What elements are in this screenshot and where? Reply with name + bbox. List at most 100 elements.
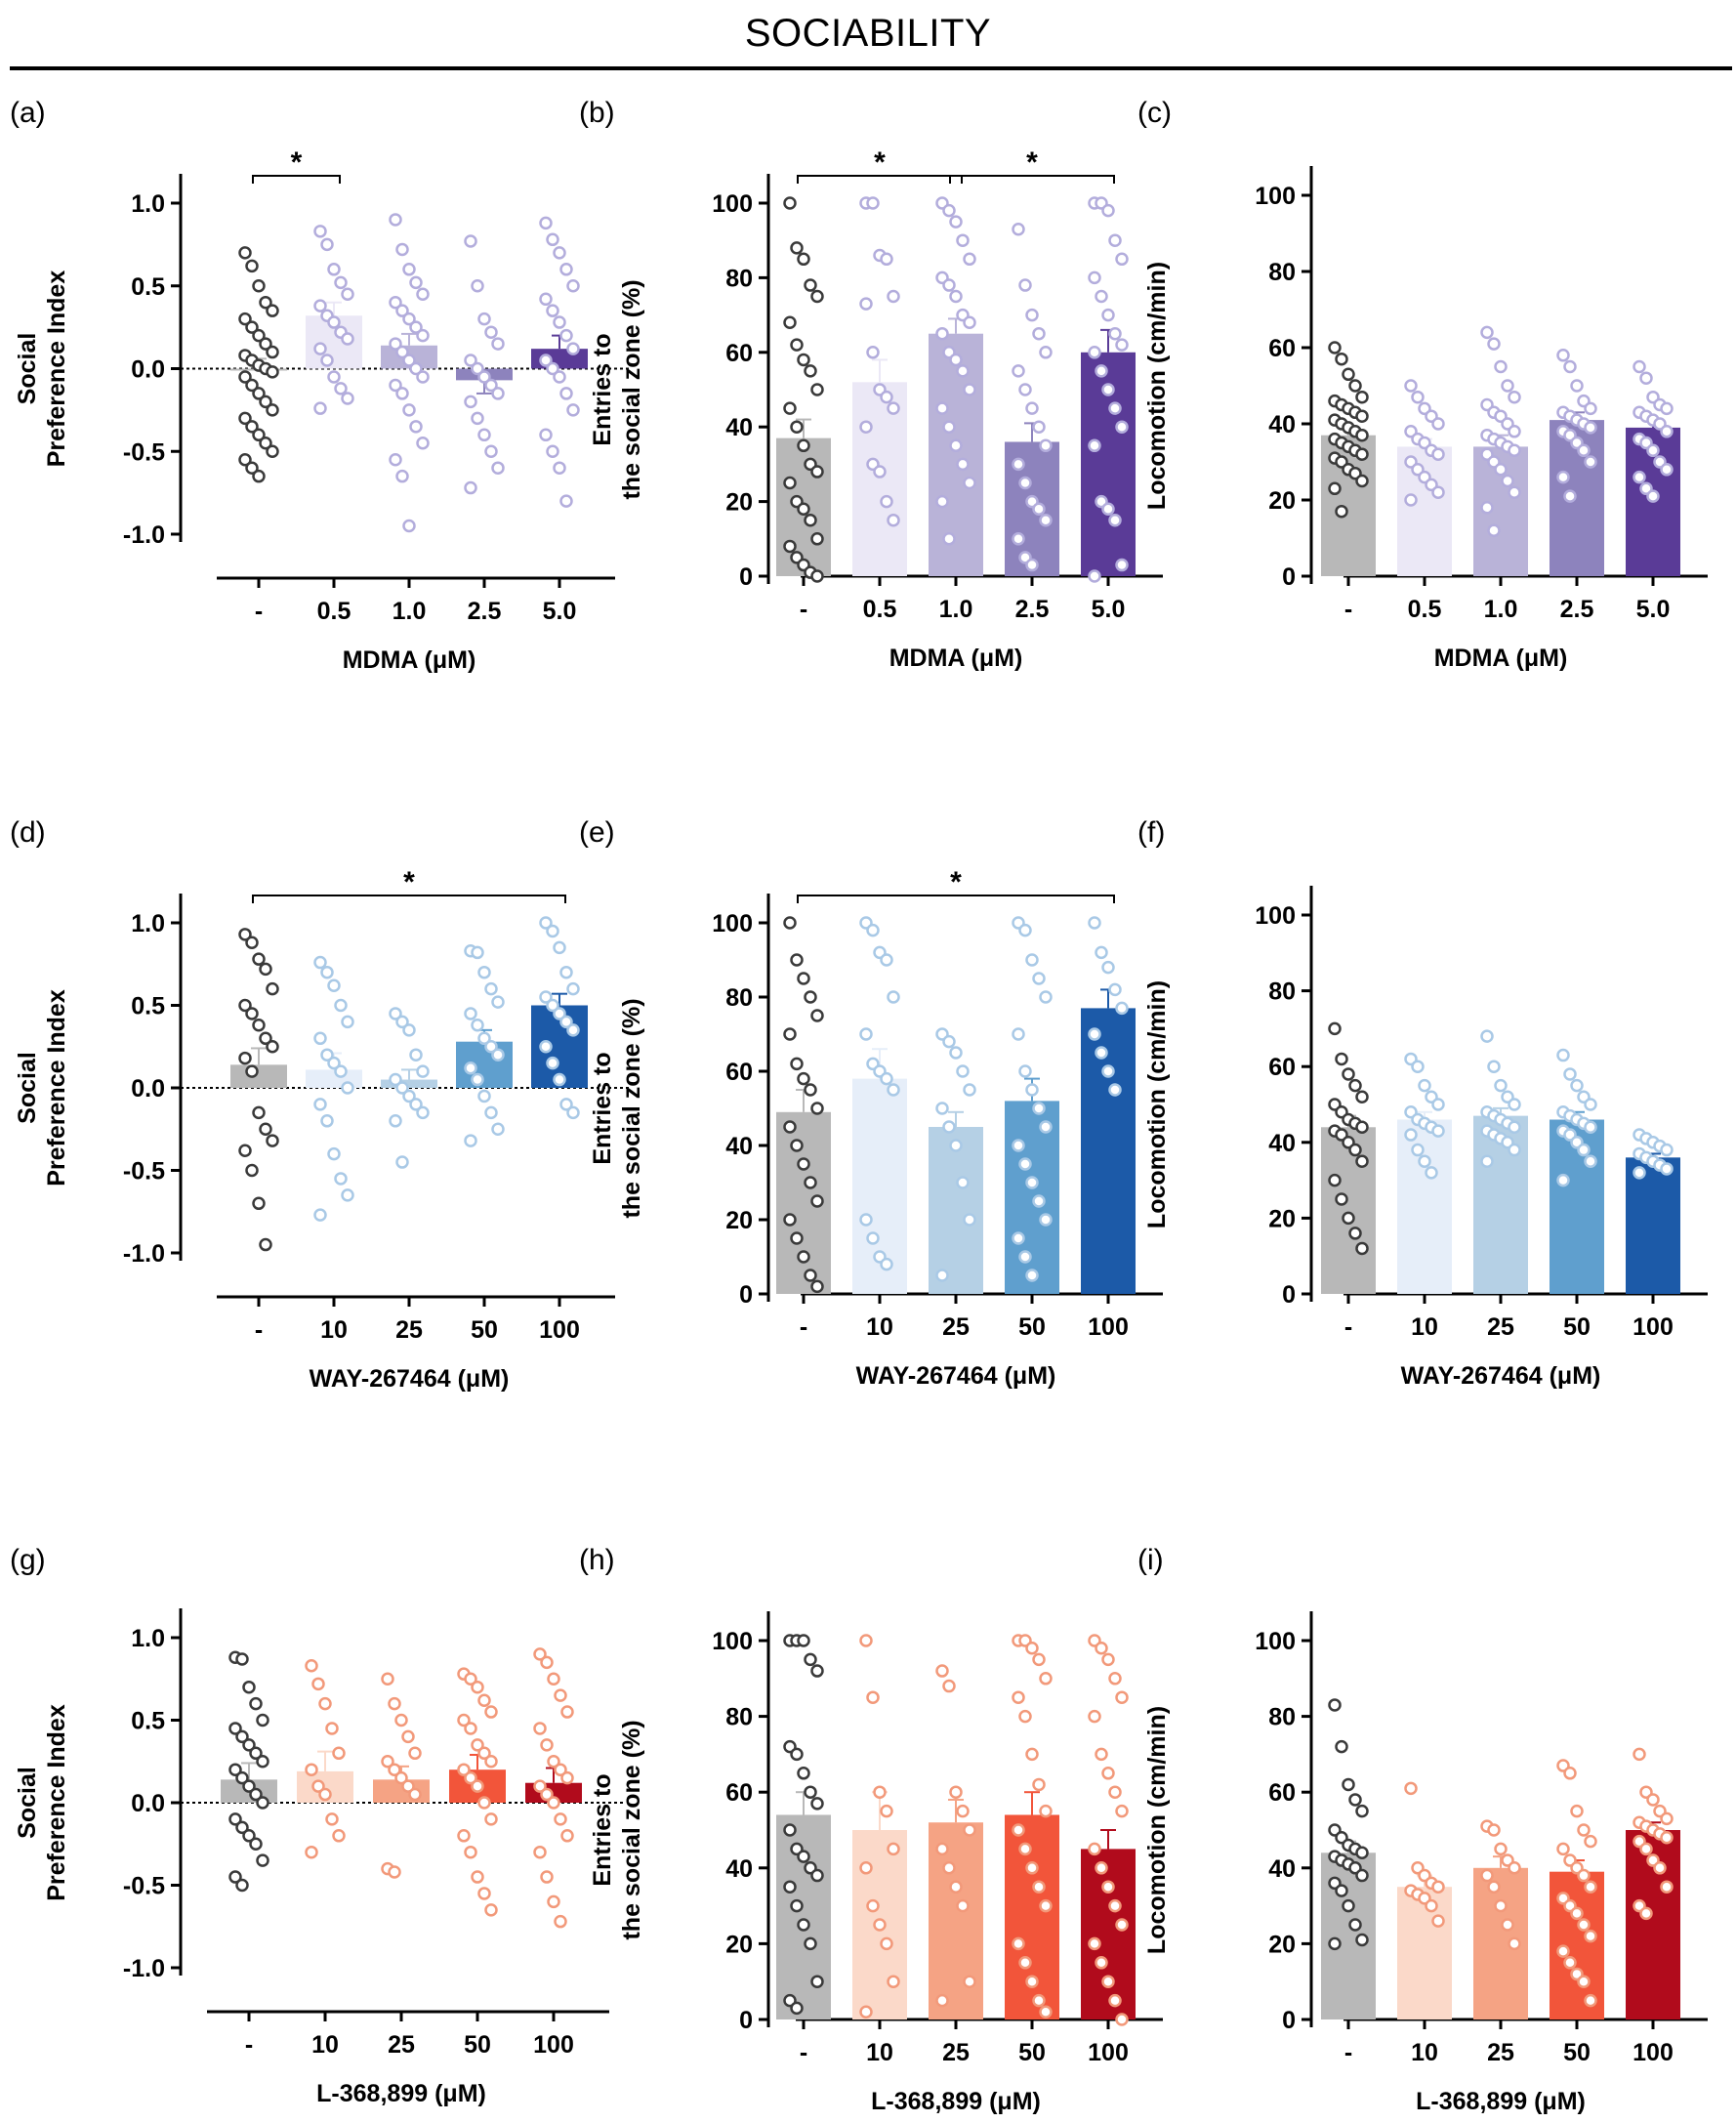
data-point (245, 259, 259, 273)
data-point (783, 1880, 797, 1894)
data-point (266, 1134, 279, 1147)
data-point (394, 1770, 408, 1785)
y-axis-title: Entries tothe social zone (%) (589, 1720, 645, 1939)
data-point (1018, 923, 1032, 937)
data-point (313, 299, 327, 312)
data-point (1088, 1936, 1101, 1951)
data-point (395, 1015, 409, 1029)
x-tick-label: - (255, 598, 263, 625)
data-point (1355, 390, 1369, 404)
data-point (1012, 1231, 1025, 1245)
data-point (332, 1746, 346, 1761)
data-point (949, 1139, 963, 1152)
data-point (249, 1837, 263, 1851)
data-point (471, 279, 484, 293)
data-point (1088, 271, 1101, 285)
data-point (1025, 401, 1039, 415)
data-point (252, 328, 266, 343)
y-axis-title: SocialPreference Index (14, 271, 70, 468)
y-tick-label: -0.5 (123, 1158, 165, 1186)
data-point (402, 403, 416, 417)
data-point (1480, 1868, 1494, 1883)
data-point (1411, 1060, 1425, 1073)
data-point (457, 1713, 471, 1728)
data-point (804, 1936, 817, 1951)
y-tick-label: 0.5 (131, 993, 165, 1020)
data-point (1633, 470, 1646, 484)
data-point (790, 1057, 804, 1071)
y-tick-label: 40 (725, 1855, 753, 1883)
y-tick-label: 40 (1268, 411, 1296, 438)
data-point (416, 370, 430, 384)
data-point (1115, 558, 1129, 572)
y-axis-title-line: Social (14, 1767, 41, 1839)
data-point (1348, 1078, 1362, 1093)
data-point (790, 1139, 804, 1152)
data-point (797, 353, 810, 367)
data-point (790, 953, 804, 967)
data-point (464, 1007, 477, 1020)
data-point (266, 981, 279, 996)
data-point (1480, 501, 1494, 515)
y-axis-title-line: Entries to (589, 1052, 616, 1164)
x-tick-label: 50 (1018, 2039, 1046, 2066)
data-point (1012, 1823, 1025, 1837)
data-point (1404, 493, 1418, 507)
significance-bracket (252, 895, 566, 903)
data-point (859, 1213, 873, 1227)
data-point (539, 428, 553, 442)
data-point (491, 337, 505, 351)
data-point (540, 1870, 554, 1884)
data-point (477, 428, 491, 442)
data-point (1018, 383, 1032, 396)
data-point (320, 1048, 334, 1062)
data-point (464, 1722, 477, 1735)
x-tick-label: 25 (388, 2031, 415, 2059)
y-tick-label: 60 (1268, 335, 1296, 362)
data-point (804, 990, 817, 1004)
data-point (416, 1105, 430, 1120)
data-point (797, 1250, 810, 1264)
data-point (1025, 1083, 1039, 1097)
data-point (409, 420, 423, 434)
data-point (956, 457, 970, 472)
data-point (477, 1089, 491, 1103)
x-tick-label: - (245, 2031, 253, 2059)
data-point (1088, 346, 1101, 359)
data-point (546, 232, 559, 247)
data-point (797, 1157, 810, 1171)
data-point (540, 1787, 554, 1802)
data-point (477, 1746, 491, 1761)
data-point (332, 1829, 346, 1843)
data-point (1508, 390, 1521, 404)
x-tick-label: 1.0 (393, 598, 427, 625)
data-point (1032, 420, 1046, 434)
data-point (559, 387, 573, 400)
data-point (341, 1015, 354, 1029)
y-axis-title: Locomotion (cm/min) (1143, 1706, 1171, 1954)
data-point (266, 1040, 279, 1054)
data-point (1039, 346, 1053, 359)
x-tick-label: - (800, 2039, 807, 2066)
data-point (1577, 443, 1591, 458)
data-point (866, 196, 880, 210)
data-point (259, 1031, 272, 1046)
data-point (1584, 421, 1597, 435)
data-point (1012, 1139, 1025, 1152)
data-point (471, 1870, 484, 1884)
data-point (484, 1812, 498, 1826)
data-point (1556, 1944, 1570, 1958)
data-point (394, 1713, 408, 1728)
data-point (1563, 359, 1577, 374)
data-point (1328, 1698, 1342, 1712)
data-point (1095, 1747, 1108, 1762)
x-tick-label: 0.5 (1408, 596, 1442, 623)
data-point (238, 1051, 252, 1065)
data-point (235, 1820, 249, 1835)
data-point (477, 1693, 491, 1707)
x-tick-label: 0.5 (863, 596, 897, 623)
data-point (1115, 1918, 1129, 1932)
data-point (1108, 1672, 1122, 1686)
x-tick-label: 50 (464, 2031, 491, 2059)
data-point (402, 1089, 416, 1103)
